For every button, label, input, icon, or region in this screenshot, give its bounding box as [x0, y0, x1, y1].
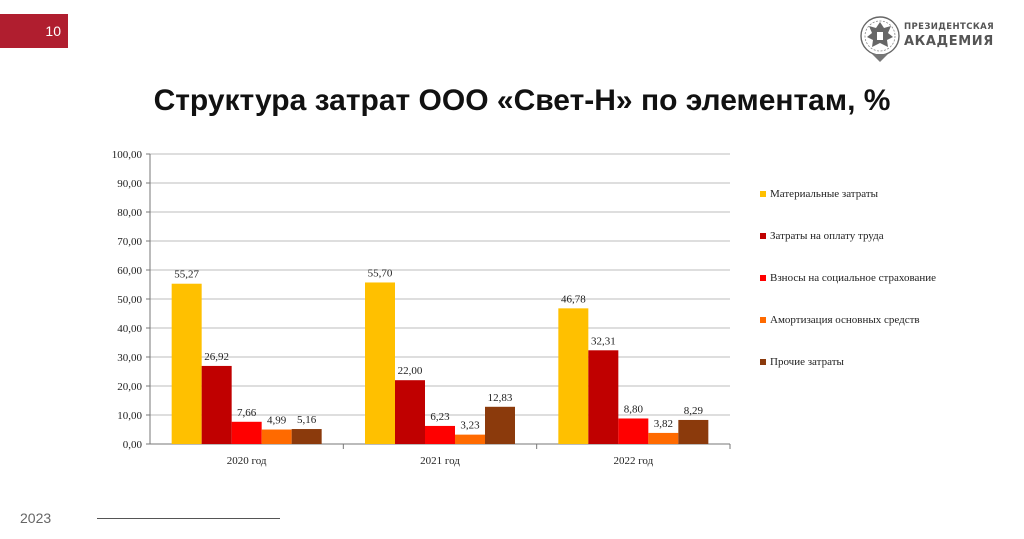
- bar: [261, 429, 292, 444]
- data-label: 12,83: [488, 392, 513, 404]
- legend-label: Взносы на социальное страхование: [770, 272, 936, 284]
- bar: [588, 350, 619, 444]
- data-label: 32,31: [591, 335, 616, 347]
- bar: [291, 429, 322, 444]
- y-tick-label: 20,00: [117, 381, 142, 393]
- bar: [395, 380, 425, 444]
- y-tick-label: 80,00: [117, 207, 142, 219]
- legend-swatch: [760, 191, 766, 197]
- y-tick-label: 50,00: [117, 294, 142, 306]
- bar: [648, 432, 679, 444]
- logo-line-2: АКАДЕМИЯ: [904, 33, 994, 49]
- bar: [365, 282, 395, 444]
- bar: [485, 406, 515, 444]
- academy-logo: ПРЕЗИДЕНТСКАЯ АКАДЕМИЯ: [858, 10, 1008, 66]
- legend-swatch: [760, 233, 766, 239]
- logo-text: ПРЕЗИДЕНТСКАЯ АКАДЕМИЯ: [904, 23, 994, 48]
- data-label: 26,92: [204, 351, 229, 363]
- data-label: 46,78: [561, 293, 586, 305]
- slide-title: Структура затрат ООО «Свет-Н» по элемент…: [153, 84, 891, 117]
- y-tick-label: 90,00: [117, 178, 142, 190]
- data-label: 3,82: [654, 418, 673, 430]
- y-tick-label: 40,00: [117, 323, 142, 335]
- cost-structure-chart: 0,00 10,00 20,00 30,00 40,00 50,00 60,00 70,00 8…: [90, 140, 960, 480]
- legend-label: Прочие затраты: [770, 356, 844, 368]
- data-label: 55,27: [174, 269, 199, 281]
- y-tick-label: 60,00: [117, 265, 142, 277]
- x-tick-label: 2021 год: [420, 455, 460, 467]
- legend-label: Материальные затраты: [770, 188, 879, 200]
- legend-label: Затраты на оплату труда: [770, 230, 884, 242]
- data-label: 4,99: [267, 415, 287, 427]
- bar: [171, 283, 202, 444]
- bar: [558, 308, 589, 444]
- x-tick-label: 2020 год: [227, 455, 267, 467]
- page-number: 10: [45, 23, 61, 39]
- data-label: 7,66: [237, 407, 257, 419]
- bar: [425, 425, 455, 444]
- page-number-badge: 10: [0, 14, 68, 48]
- legend-swatch: [760, 359, 766, 365]
- y-tick-label: 10,00: [117, 410, 142, 422]
- data-label: 8,80: [624, 403, 644, 415]
- y-tick-label: 0,00: [123, 439, 143, 451]
- footer-year: 2023: [20, 510, 52, 526]
- bar: [201, 365, 232, 444]
- footer-divider: [97, 518, 280, 519]
- data-label: 55,70: [368, 267, 393, 279]
- y-tick-label: 30,00: [117, 352, 142, 364]
- legend-label: Амортизация основных средств: [770, 314, 920, 326]
- emblem-icon: [860, 16, 900, 62]
- y-tick-label: 100,00: [112, 149, 143, 161]
- data-label: 8,29: [684, 405, 704, 417]
- bar: [678, 419, 709, 444]
- logo-line-1: ПРЕЗИДЕНТСКАЯ: [904, 22, 995, 32]
- bar: [231, 421, 262, 444]
- bar: [618, 418, 649, 444]
- data-label: 22,00: [398, 365, 423, 377]
- data-label: 6,23: [430, 411, 450, 423]
- x-tick-label: 2022 год: [613, 455, 653, 467]
- bar: [455, 434, 485, 444]
- legend-swatch: [760, 275, 766, 281]
- legend-swatch: [760, 317, 766, 323]
- data-label: 3,23: [460, 420, 480, 432]
- data-label: 5,16: [297, 414, 317, 426]
- y-tick-label: 70,00: [117, 236, 142, 248]
- chart-svg: 0,00 10,00 20,00 30,00 40,00 50,00 60,00 70,00 8…: [112, 149, 936, 467]
